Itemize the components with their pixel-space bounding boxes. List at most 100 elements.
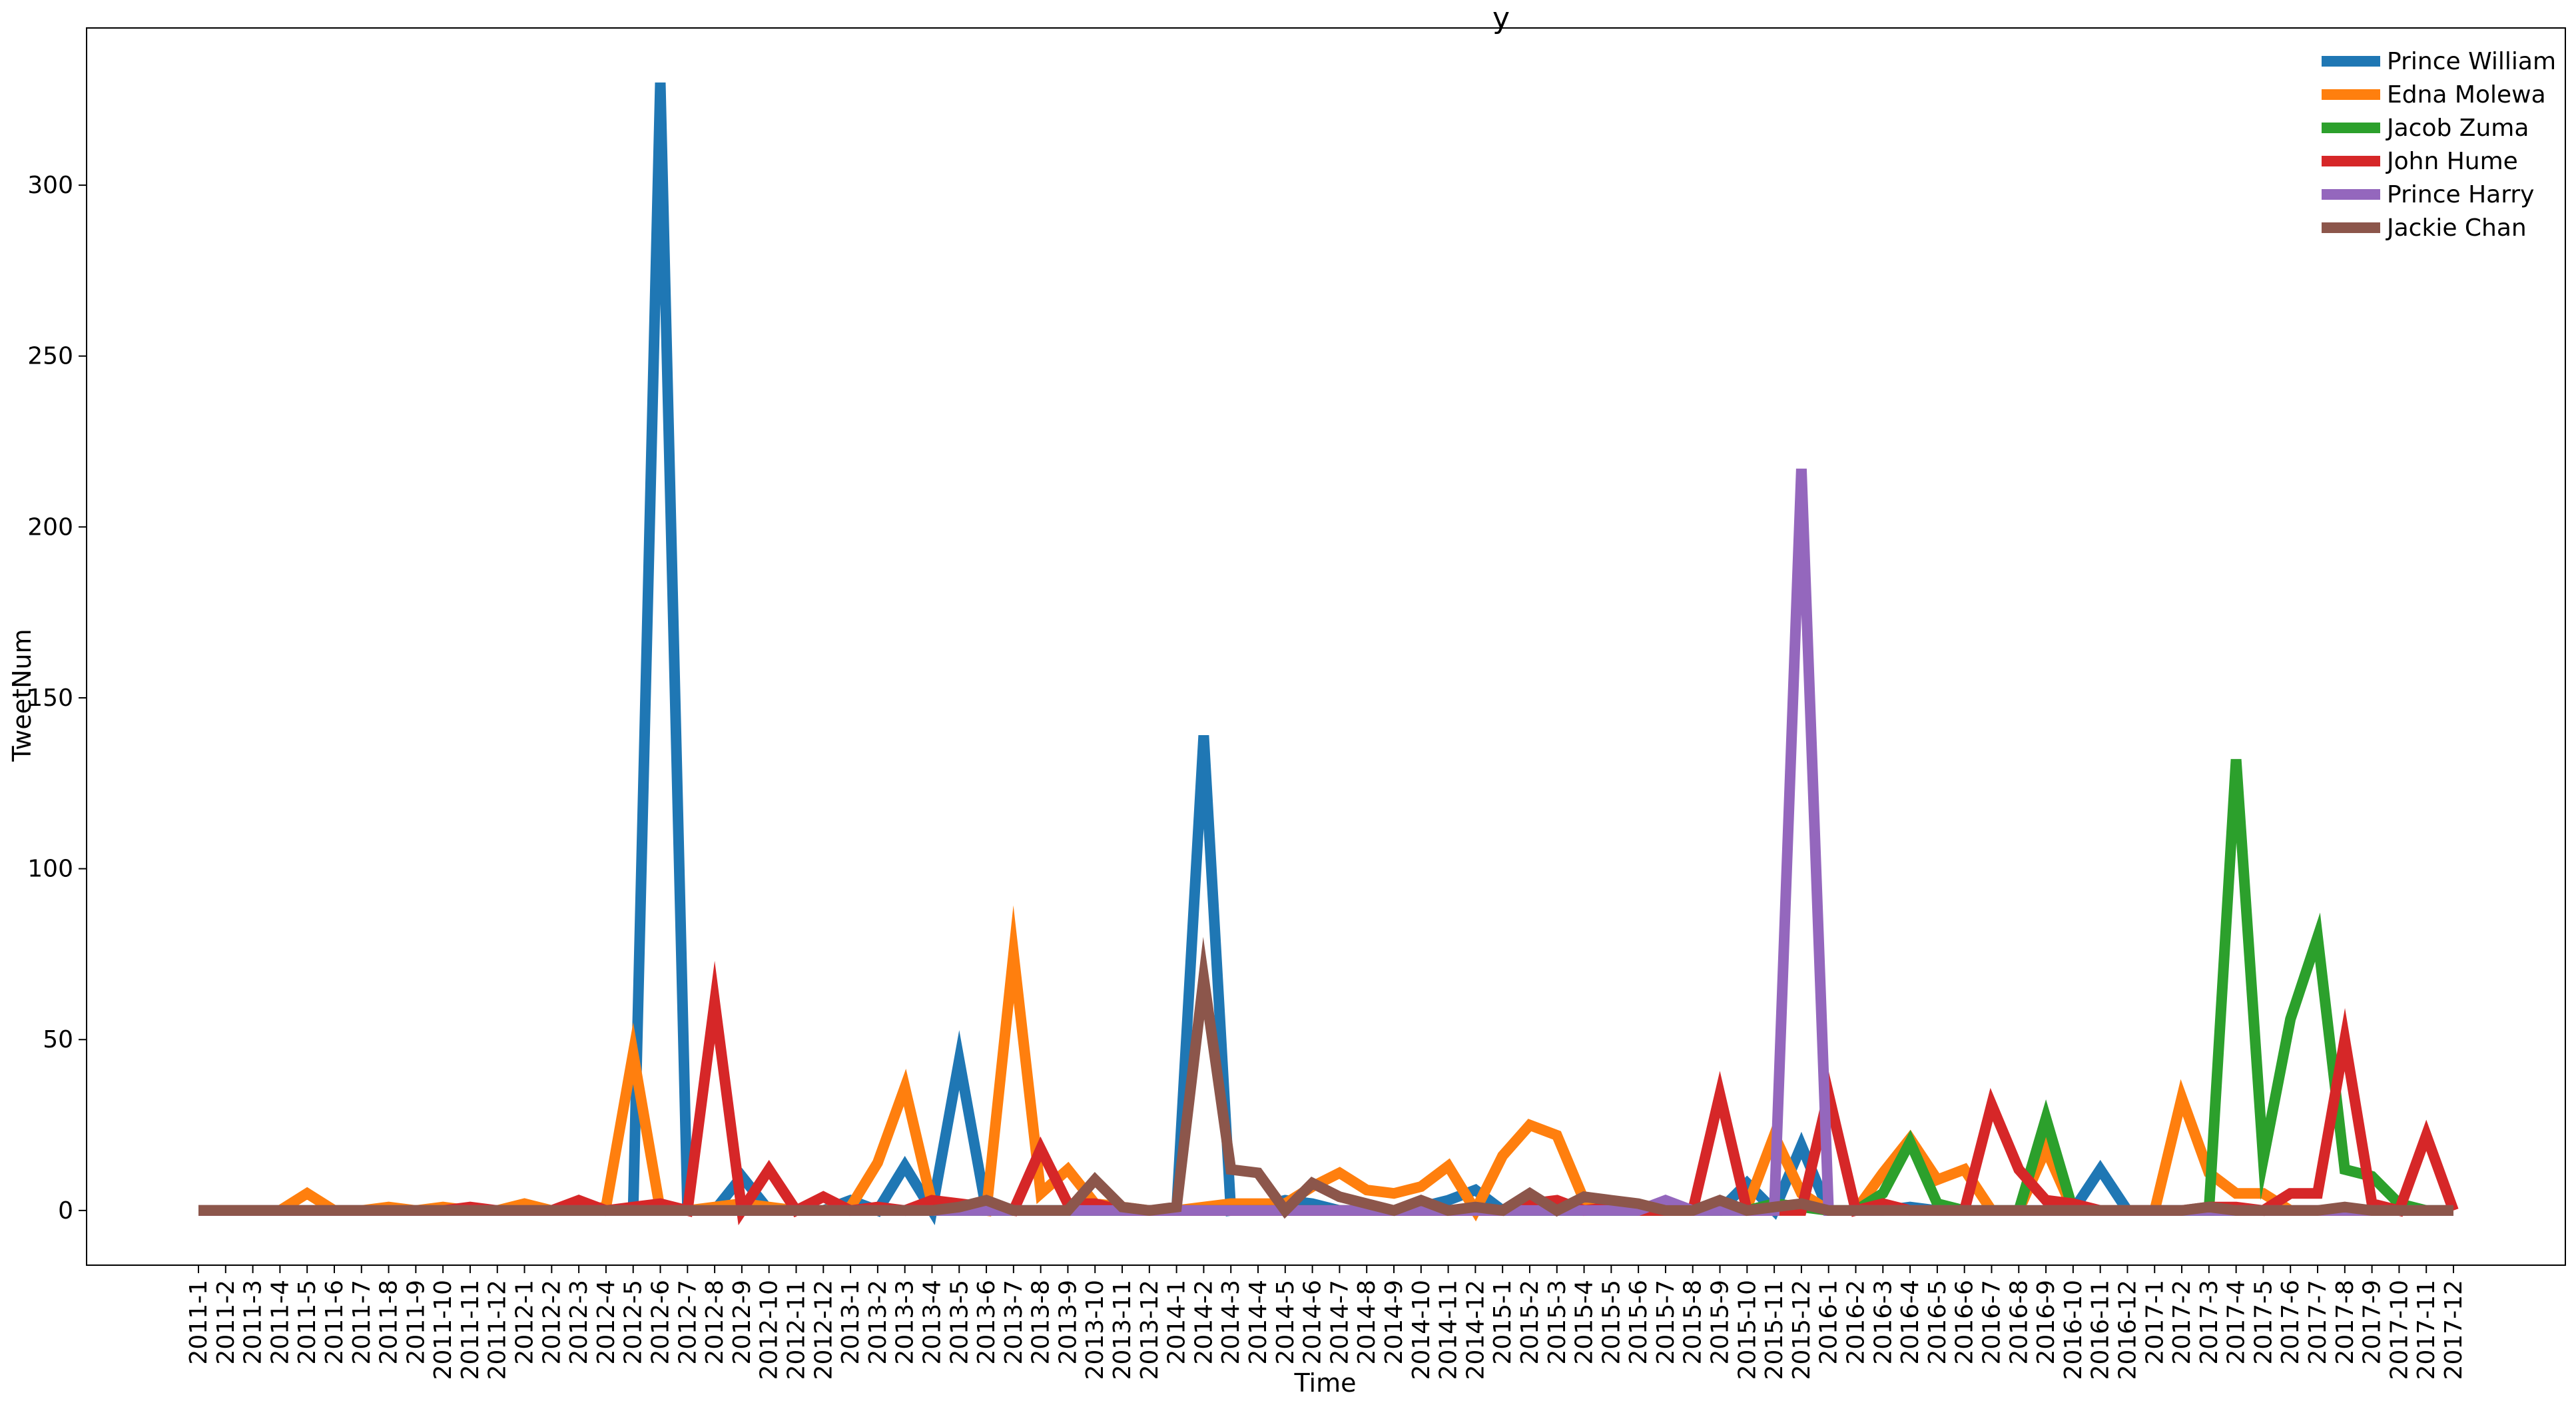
x-tick-label: 2016-5	[1924, 1280, 1951, 1365]
x-tick-label: 2013-2	[864, 1280, 892, 1365]
x-tick-label: 2014-9	[1381, 1280, 1408, 1365]
x-tick-label: 2011-12	[484, 1280, 511, 1380]
y-tick-label: 0	[58, 1197, 73, 1225]
legend-label: Prince William	[2387, 48, 2556, 75]
y-tick-label: 150	[27, 685, 73, 712]
x-tick-label: 2014-12	[1462, 1280, 1489, 1380]
series-line	[198, 758, 2453, 1216]
x-tick-label: 2012-9	[729, 1280, 756, 1365]
x-tick-label: 2014-3	[1217, 1280, 1245, 1365]
x-tick-label: 2015-6	[1625, 1280, 1652, 1365]
x-tick-label: 2013-12	[1136, 1280, 1163, 1380]
y-axis: 0 50 100 150 200 250 300	[27, 172, 87, 1225]
x-tick-label: 2013-5	[946, 1280, 973, 1365]
x-tick-label: 2015-10	[1734, 1280, 1761, 1380]
x-tick-label: 2016-10	[2060, 1280, 2087, 1380]
series-line	[198, 936, 2453, 1219]
x-tick-label: 2016-1	[1815, 1280, 1843, 1365]
series-line	[198, 82, 2453, 1225]
x-tick-label: 2017-3	[2196, 1280, 2223, 1365]
x-tick-label: 2017-2	[2168, 1280, 2196, 1365]
x-tick-label: 2016-11	[2087, 1280, 2114, 1380]
x-tick-label: 2011-4	[266, 1280, 294, 1365]
x-tick-label: 2017-1	[2141, 1280, 2168, 1365]
legend-label: Jackie Chan	[2386, 214, 2527, 242]
x-tick-label: 2016-8	[2005, 1280, 2033, 1365]
x-tick-label: 2017-10	[2386, 1280, 2413, 1380]
x-tick-label: 2013-8	[1028, 1280, 1055, 1365]
y-axis-label: TweetNum	[7, 629, 37, 762]
x-tick-label: 2014-11	[1435, 1280, 1462, 1380]
x-tick-label: 2011-3	[240, 1280, 267, 1365]
x-tick-label: 2014-7	[1326, 1280, 1353, 1365]
legend-label: John Hume	[2386, 148, 2518, 175]
x-tick-label: 2011-5	[294, 1280, 321, 1365]
x-tick-label: 2012-11	[783, 1280, 810, 1380]
x-tick-label: 2016-3	[1869, 1280, 1897, 1365]
x-tick-label: 2017-11	[2413, 1280, 2440, 1380]
x-tick-label: 2012-8	[701, 1280, 729, 1365]
x-tick-label: 2011-9	[402, 1280, 430, 1365]
x-tick-label: 2014-4	[1245, 1280, 1272, 1365]
x-tick-label: 2015-1	[1489, 1280, 1516, 1365]
legend-label: Prince Harry	[2387, 181, 2534, 208]
x-tick-label: 2013-1	[837, 1280, 864, 1365]
x-tick-label: 2014-10	[1408, 1280, 1435, 1380]
x-tick-label: 2014-8	[1353, 1280, 1381, 1365]
x-tick-label: 2015-5	[1598, 1280, 1625, 1365]
x-tick-label: 2012-7	[674, 1280, 701, 1365]
x-tick-label: 2015-12	[1788, 1280, 1815, 1380]
y-tick-label: 250	[27, 343, 73, 370]
x-tick-label: 2016-9	[2033, 1280, 2060, 1365]
series-line	[198, 468, 2453, 1216]
x-tick-label: 2013-7	[1000, 1280, 1028, 1365]
x-tick-label: 2011-8	[376, 1280, 403, 1365]
y-tick-label: 50	[43, 1026, 73, 1053]
x-tick-label: 2013-9	[1054, 1280, 1082, 1365]
legend-label: Jacob Zuma	[2386, 115, 2529, 142]
x-tick-label: 2012-3	[565, 1280, 593, 1365]
x-tick-label: 2015-9	[1707, 1280, 1734, 1365]
x-tick-label: 2017-5	[2250, 1280, 2277, 1365]
x-tick-label: 2011-10	[430, 1280, 457, 1380]
x-tick-label: 2017-12	[2440, 1280, 2467, 1380]
x-tick-label: 2017-6	[2277, 1280, 2304, 1365]
x-tick-label: 2016-4	[1897, 1280, 1924, 1365]
legend-label: Edna Molewa	[2387, 81, 2546, 109]
x-tick-label: 2012-12	[810, 1280, 837, 1380]
x-tick-label: 2011-6	[321, 1280, 348, 1365]
x-axis: 2011-1 2011-2 2011-3 2011-4 2011-5 2011-6 2011…	[185, 1265, 2467, 1380]
x-tick-label: 2016-12	[2114, 1280, 2141, 1380]
x-tick-label: 2017-7	[2304, 1280, 2332, 1365]
x-tick-label: 2013-4	[918, 1280, 946, 1365]
x-tick-label: 2012-1	[511, 1280, 539, 1365]
x-tick-label: 2011-11	[457, 1280, 484, 1380]
x-tick-label: 2014-5	[1272, 1280, 1299, 1365]
plot-area-frame	[86, 27, 2566, 1266]
x-tick-label: 2013-10	[1082, 1280, 1109, 1380]
x-tick-label: 2012-6	[647, 1280, 675, 1365]
legend: Prince William Edna Molewa Jacob Zuma John …	[2322, 48, 2556, 242]
x-tick-label: 2012-10	[756, 1280, 783, 1380]
x-tick-label: 2017-9	[2359, 1280, 2386, 1365]
series-line	[198, 905, 2453, 1222]
x-tick-label: 2016-7	[1978, 1280, 2005, 1365]
x-tick-label: 2015-11	[1761, 1280, 1788, 1380]
x-tick-label: 2011-2	[212, 1280, 240, 1365]
x-tick-label: 2011-7	[348, 1280, 376, 1365]
x-tick-label: 2014-6	[1299, 1280, 1327, 1365]
x-tick-label: 2017-8	[2332, 1280, 2359, 1365]
x-tick-label: 2014-1	[1163, 1280, 1191, 1365]
x-tick-label: 2013-11	[1109, 1280, 1136, 1380]
series-layer	[198, 82, 2459, 1226]
x-tick-label: 2014-2	[1190, 1280, 1217, 1365]
x-tick-label: 2012-2	[538, 1280, 565, 1365]
x-tick-label: 2015-3	[1544, 1280, 1571, 1365]
y-tick-label: 300	[27, 172, 73, 199]
x-tick-label: 2012-5	[620, 1280, 647, 1365]
x-tick-label: 2015-8	[1680, 1280, 1707, 1365]
x-tick-label: 2011-1	[185, 1280, 212, 1365]
x-tick-label: 2017-4	[2223, 1280, 2250, 1365]
x-tick-label: 2016-2	[1843, 1280, 1870, 1365]
